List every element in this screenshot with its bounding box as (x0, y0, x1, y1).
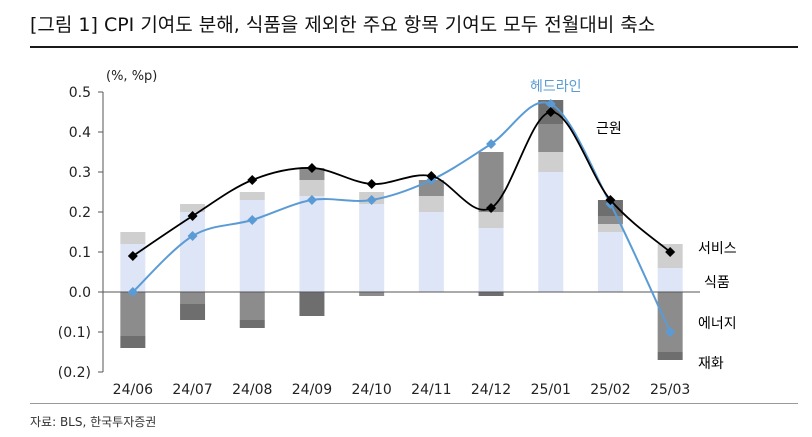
source-note: 자료: BLS, 한국투자증권 (30, 415, 157, 429)
bar-segment-services (359, 204, 385, 292)
core-marker (247, 175, 258, 185)
bar-segment-services (239, 200, 265, 292)
bar-segment-services (478, 228, 504, 292)
bar-segment-goods (120, 336, 146, 348)
footer-divider (30, 403, 798, 404)
core-marker (665, 247, 676, 257)
x-tick-label: 24/07 (172, 382, 212, 398)
headline-label: 헤드라인 (530, 79, 582, 95)
bar-segment-services (299, 196, 325, 292)
bar-segment-goods (478, 292, 504, 296)
y-tick-label: 0.3 (69, 165, 91, 181)
food-label: 식품 (704, 275, 730, 291)
x-tick-label: 24/09 (292, 382, 332, 398)
headline-marker (486, 139, 497, 149)
headline-marker (545, 99, 556, 109)
bar-segment-food (597, 224, 623, 232)
bar-segment-food (239, 192, 265, 200)
headline-marker (366, 195, 377, 205)
headline-line (132, 101, 672, 333)
x-tick-label: 25/01 (531, 382, 571, 398)
headline-marker (306, 195, 317, 205)
bar-segment-energy (657, 292, 683, 352)
bar-segment-goods (239, 320, 265, 328)
y-tick-label: 0.1 (69, 245, 91, 261)
core-label: 근원 (596, 121, 622, 137)
goods-label: 재화 (698, 356, 724, 372)
bar-segment-goods (657, 352, 683, 360)
bar-segment-energy (538, 124, 564, 152)
core-line (132, 111, 671, 257)
bar-segment-services (597, 232, 623, 292)
bar-segment-energy (597, 216, 623, 224)
bar-segment-energy (299, 168, 325, 180)
x-tick-label: 24/12 (471, 382, 511, 398)
x-tick-label: 25/02 (590, 382, 630, 398)
y-tick-label: 0.4 (69, 125, 91, 141)
bar-segment-food (299, 180, 325, 196)
bar-segment-energy (359, 292, 385, 296)
core-marker (486, 203, 497, 213)
chart-title: [그림 1] CPI 기여도 분해, 식품을 제외한 주요 항목 기여도 모두 … (30, 14, 656, 36)
headline-marker (665, 327, 676, 337)
core-marker (426, 171, 437, 181)
bar-segment-food (418, 196, 444, 212)
headline-marker (127, 287, 138, 297)
headline-marker (187, 231, 198, 241)
bar-segment-food (538, 152, 564, 172)
unit-label: (%, %p) (106, 69, 157, 84)
bar-segment-services (657, 268, 683, 292)
bar-segment-services (180, 212, 206, 292)
y-axis: 0.5 0.4 0.3 0.2 0.1 0.0 (0.1) (0.2) (58, 85, 104, 381)
headline-marker (247, 215, 258, 225)
y-tick-label: 0.2 (69, 205, 91, 221)
title-divider (30, 46, 798, 48)
services-label: 서비스 (698, 241, 737, 257)
bar-segment-goods (299, 292, 325, 316)
bar-segment-food (180, 204, 206, 212)
x-tick-label: 24/06 (113, 382, 153, 398)
bar-segment-energy (180, 292, 206, 304)
x-tick-label: 24/08 (232, 382, 272, 398)
x-axis: 24/06 24/07 24/08 24/09 24/10 24/11 24/12 25/01… (103, 291, 700, 398)
x-tick-label: 24/10 (351, 382, 391, 398)
core-marker (605, 195, 616, 205)
y-tick-label: (0.1) (58, 325, 91, 341)
bar-segment-energy (239, 292, 265, 320)
bar-segment-energy (418, 180, 444, 196)
core-marker (545, 107, 556, 117)
y-tick-label: 0.5 (69, 85, 91, 101)
y-tick-label: 0.0 (69, 285, 91, 301)
energy-label: 에너지 (698, 316, 737, 332)
bar-segment-services (418, 212, 444, 292)
y-tick-label: (0.2) (58, 365, 91, 381)
core-marker (306, 163, 317, 173)
core-marker (187, 211, 198, 221)
x-tick-label: 24/11 (411, 382, 451, 398)
bar-segment-food (478, 212, 504, 228)
line-series (127, 99, 676, 337)
bar-segment-services (538, 172, 564, 292)
bar-segment-goods (180, 304, 206, 320)
x-tick-label: 25/03 (650, 382, 690, 398)
bar-segment-food (120, 232, 146, 244)
bar-segment-energy (120, 292, 146, 336)
bar-segment-energy (478, 152, 504, 212)
core-marker (127, 251, 138, 261)
series-labels: (%, %p) 헤드라인 근원 서비스 식품 에너지 재화 (106, 69, 737, 372)
core-marker (366, 179, 377, 189)
